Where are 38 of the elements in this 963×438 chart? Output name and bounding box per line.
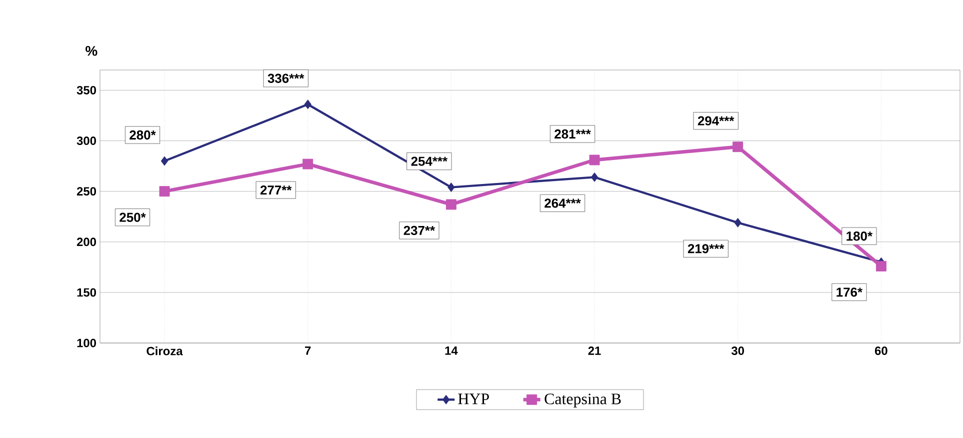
y-tick-label: 200 [76, 238, 96, 246]
y-axis-title: % [86, 46, 98, 56]
x-tick-label: 14 [445, 346, 458, 355]
point [446, 199, 456, 210]
y-tick-label: 250 [76, 187, 96, 196]
point [589, 154, 600, 166]
x-tick-label: 21 [588, 346, 601, 355]
data-label: 176* [836, 288, 862, 297]
legend-label: Catepsina B [544, 394, 621, 408]
x-tick-label: 60 [874, 346, 888, 355]
y-tick-label: 150 [77, 288, 96, 297]
data-label: 336*** [268, 74, 304, 83]
data-label: 294*** [698, 116, 734, 126]
point [304, 100, 312, 110]
data-label: 280* [130, 130, 156, 140]
point [876, 260, 886, 272]
data-label: 277** [260, 186, 292, 195]
point [302, 158, 314, 170]
point [734, 218, 742, 228]
data-label: 264*** [544, 198, 581, 208]
point [159, 186, 170, 197]
point [160, 156, 168, 166]
x-tick-label: 7 [305, 346, 311, 355]
x-tick-label: 30 [731, 346, 744, 356]
point [448, 182, 455, 192]
legend-label: HYP [458, 394, 489, 404]
data-label: 250* [120, 212, 146, 222]
point [732, 142, 744, 152]
y-tick-label: 100 [77, 338, 96, 348]
x-tick-label: Ciroza [146, 346, 183, 356]
y-tick-label: 300 [76, 136, 96, 146]
data-label: 219*** [688, 244, 724, 254]
y-tick-label: 350 [76, 86, 96, 94]
data-label: 180* [846, 232, 872, 241]
point [590, 172, 598, 182]
data-label: 281*** [554, 129, 591, 139]
data-label: 254*** [411, 156, 448, 166]
data-label: 237** [404, 226, 435, 236]
